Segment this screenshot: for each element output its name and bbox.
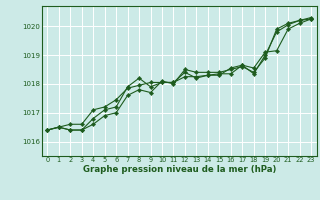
X-axis label: Graphe pression niveau de la mer (hPa): Graphe pression niveau de la mer (hPa) [83, 165, 276, 174]
